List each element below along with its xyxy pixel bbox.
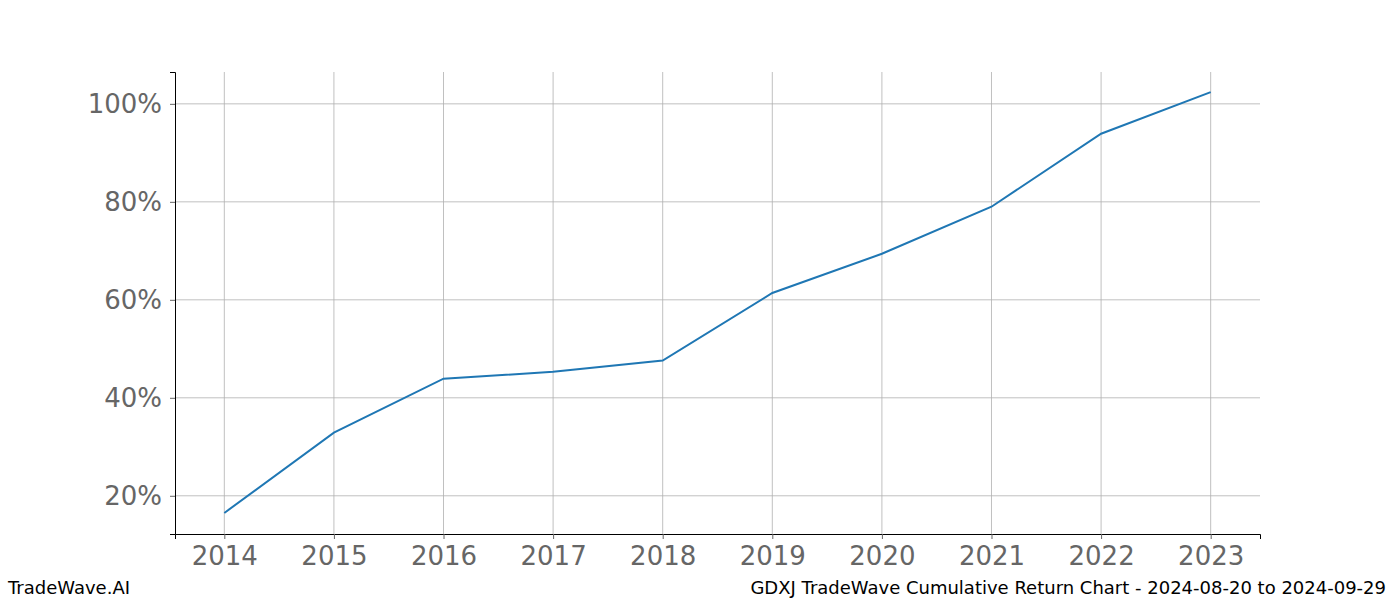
x-tick: 2017 <box>521 534 587 571</box>
x-tick: 2019 <box>740 534 806 571</box>
axis-line <box>176 535 1261 540</box>
x-tick-label: 2023 <box>1178 541 1244 571</box>
y-tick-label: 60% <box>104 285 162 315</box>
x-tick-mark <box>882 534 883 539</box>
x-grid-line <box>553 72 554 534</box>
x-tick-label: 2017 <box>521 541 587 571</box>
y-tick: 20% <box>104 481 175 511</box>
y-grid-line <box>175 201 1260 202</box>
x-tick-label: 2019 <box>740 541 806 571</box>
x-grid-line <box>991 72 992 534</box>
x-tick: 2023 <box>1178 534 1244 571</box>
source: TradeWave.AI <box>7 577 130 598</box>
y-tick: 80% <box>104 187 175 217</box>
y-tick-mark <box>170 496 175 497</box>
y-tick: 40% <box>104 383 175 413</box>
x-tick-label: 2016 <box>411 541 477 571</box>
x-tick-label: 2018 <box>630 541 696 571</box>
y-tick-label: 40% <box>104 383 162 413</box>
x-grid-line <box>881 72 882 534</box>
y-tick-mark <box>170 398 175 399</box>
y-grid-line <box>175 103 1260 104</box>
x-tick-label: 2020 <box>849 541 915 571</box>
y-tick: 60% <box>104 285 175 315</box>
y-tick-mark <box>170 300 175 301</box>
line <box>224 92 1210 513</box>
x-grid-line <box>1101 72 1102 534</box>
y-grid-line <box>175 299 1260 300</box>
x-tick-label: 2015 <box>301 541 367 571</box>
x-tick: 2022 <box>1068 534 1134 571</box>
x-grid-line <box>1210 72 1211 534</box>
x-tick: 2015 <box>301 534 367 571</box>
x-tick-label: 2014 <box>192 541 258 571</box>
x-tick: 2014 <box>192 534 258 571</box>
x-grid-line <box>772 72 773 534</box>
x-tick-label: 2022 <box>1068 541 1134 571</box>
x-tick-mark <box>1101 534 1102 539</box>
y-tick: 100% <box>88 89 175 119</box>
x-tick: 2016 <box>411 534 477 571</box>
x-tick: 2020 <box>849 534 915 571</box>
y-tick-mark <box>170 202 175 203</box>
x-tick-mark <box>224 534 225 539</box>
y-tick-label: 100% <box>88 89 162 119</box>
x-grid-line <box>333 72 334 534</box>
x-grid-line <box>443 72 444 534</box>
y-tick-label: 20% <box>104 481 162 511</box>
x-grid-line <box>224 72 225 534</box>
x-tick-mark <box>444 534 445 539</box>
y-tick-mark <box>170 104 175 105</box>
x-grid-line <box>662 72 663 534</box>
x-axis: 2014 2015 2016 2017 2018 2019 2020 2021 2022 2023 <box>176 534 1261 571</box>
y-axis: 20% 40% 60% 80% 100% <box>88 73 176 535</box>
plot-area <box>224 92 1210 513</box>
x-tick-mark <box>991 534 992 539</box>
x-tick-mark <box>772 534 773 539</box>
y-tick-label: 80% <box>104 187 162 217</box>
title: GDXJ TradeWave Cumulative Return Chart -… <box>750 577 1386 598</box>
y-grid-line <box>175 397 1260 398</box>
x-tick-label: 2021 <box>959 541 1025 571</box>
x-tick-mark <box>1211 534 1212 539</box>
x-tick: 2018 <box>630 534 696 571</box>
x-tick-mark <box>334 534 335 539</box>
chart: 2014 2015 2016 2017 2018 2019 2020 2021 2022 2023… <box>0 0 1400 600</box>
grid <box>175 72 1260 534</box>
axis-line <box>170 73 176 535</box>
x-tick-mark <box>553 534 554 539</box>
y-grid-line <box>175 495 1260 496</box>
x-tick: 2021 <box>959 534 1025 571</box>
x-tick-mark <box>663 534 664 539</box>
